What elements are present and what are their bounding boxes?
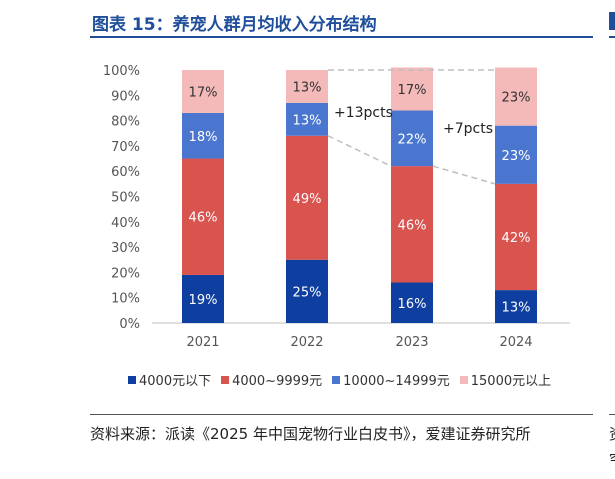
data-label: 42% [502,231,531,246]
data-label: 17% [398,83,427,98]
annotation-label: +7pcts [443,121,493,137]
data-label: 46% [398,218,427,233]
bar-segment [495,183,537,291]
connector-2022-2023 [327,135,392,167]
connector-2023-2024 [432,165,496,185]
x-tick-label: 2022 [290,335,323,350]
data-label: 46% [189,211,218,226]
chart-legend: 4000元以下 4000~9999元 10000~14999元 15000元以上 [128,370,551,389]
bar-segment [391,110,433,167]
legend-label: 4000元以下 [139,374,212,389]
y-tick-label: 30% [111,241,140,256]
x-tick-label: 2023 [395,335,428,350]
legend-item-4000-9999: 4000~9999元 [221,370,322,389]
y-tick-label: 0% [119,317,140,332]
adjacent-column-rule-edge [609,36,615,38]
bar-segment [182,158,224,275]
bar-segment [286,259,328,323]
legend-swatch [221,375,230,384]
adjacent-column-source-rule [609,414,615,415]
bar-segment [495,125,537,184]
bar-segment [286,70,328,103]
bar-segment [286,102,328,136]
legend-label: 10000~14999元 [343,374,450,389]
legend-swatch [332,375,341,384]
bar-segment [391,67,433,111]
y-tick-label: 80% [111,115,140,130]
data-label: 13% [502,301,531,316]
data-label: 18% [189,130,218,145]
source-note: 资料来源：派读《2025 年中国宠物行业白皮书》，爱建证券研究所 [90,425,531,443]
legend-swatch [128,375,136,384]
source-rule [90,414,593,415]
title-rule [90,36,593,38]
data-label: 23% [502,91,531,106]
bar-segment [495,290,537,323]
y-tick-label: 40% [111,216,140,231]
bar-segment [182,274,224,323]
legend-swatch [459,375,468,384]
y-tick-label: 100% [103,64,140,79]
y-tick-label: 90% [111,89,140,104]
adjacent-glyph-top: 资 [609,421,615,447]
bar-segment [495,67,537,126]
legend-item-under-4000: 4000元以下 [128,370,211,389]
y-tick-label: 20% [111,266,140,281]
data-label: 49% [293,192,322,207]
data-label: 19% [189,293,218,308]
bar-segment [182,70,224,114]
y-tick-label: 70% [111,140,140,155]
adjacent-column-text-edge: 资 究 [609,421,615,461]
data-label: 17% [189,86,218,101]
figure-title: 图表 15：养宠人群月均收入分布结构 [92,15,377,35]
y-tick-label: 60% [111,165,140,180]
legend-item-over-15000: 15000元以上 [459,370,552,389]
bar-segment [182,113,224,159]
x-tick-label: 2021 [186,335,219,350]
y-tick-label: 10% [111,292,140,307]
annotation-label: +13pcts [334,105,393,121]
data-label: 23% [502,149,531,164]
legend-label: 15000元以上 [470,374,552,389]
bar-segment [391,282,433,323]
data-label: 25% [293,285,322,300]
y-tick-label: 50% [111,191,140,206]
adjacent-column-title-edge [609,12,615,30]
legend-label: 4000~9999元 [232,374,323,389]
adjacent-glyph-bottom: 究 [609,447,615,461]
data-label: 16% [398,297,427,312]
legend-item-10000-14999: 10000~14999元 [332,370,450,389]
data-label: 13% [293,80,322,95]
bar-segment [286,135,328,260]
x-tick-label: 2024 [499,335,532,350]
data-label: 22% [398,132,427,147]
data-label: 13% [293,113,322,128]
bar-segment [391,166,433,283]
